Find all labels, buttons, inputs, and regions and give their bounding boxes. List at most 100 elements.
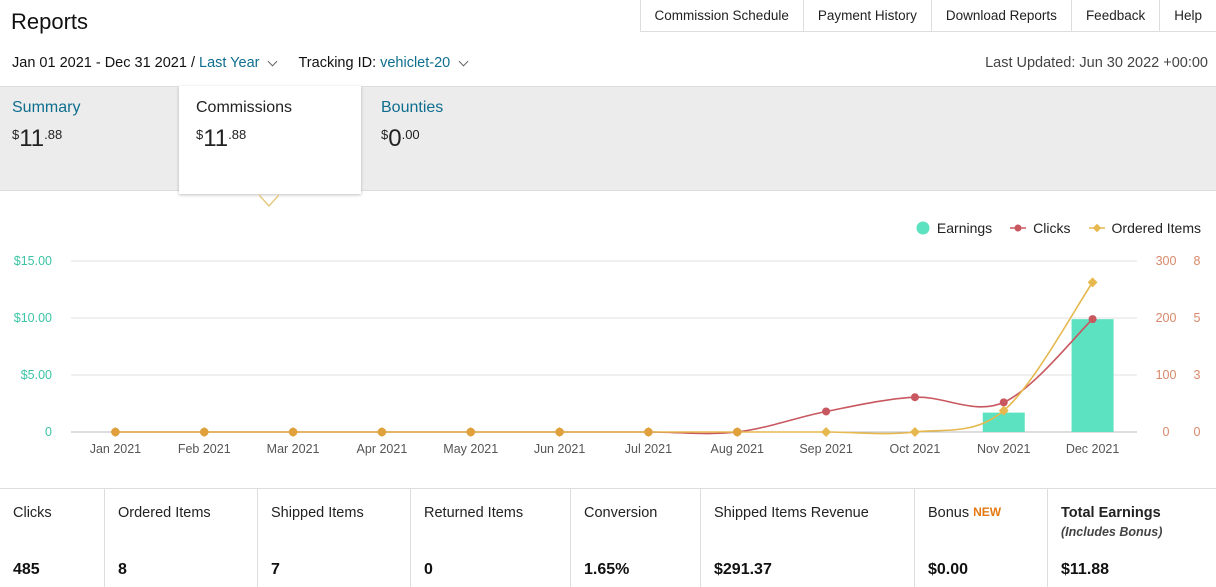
clicks-point (822, 407, 831, 416)
summary-card[interactable]: Summary $ 11 .88 (0, 86, 179, 191)
ordered-items-point (998, 405, 1009, 416)
commissions-amount: $ 11 .88 (196, 125, 361, 153)
commissions-card-title[interactable]: Commissions (196, 99, 293, 116)
stat-label: Total Earnings (1061, 505, 1161, 521)
stat-returned-items: Returned Items 0 (411, 489, 571, 587)
currency-symbol: $ (196, 127, 204, 142)
tracking-id-dropdown[interactable]: vehiclet-20 (380, 55, 451, 71)
currency-symbol: $ (381, 127, 389, 142)
commissions-card[interactable]: Commissions $ 11 .88 (179, 86, 361, 194)
x-axis-tick-label: Jan 2021 (90, 442, 141, 456)
legend-label: Ordered Items (1111, 220, 1201, 236)
amount-whole: 11 (19, 125, 45, 152)
date-preset-dropdown[interactable]: Last Year (199, 55, 260, 71)
filter-row: Jan 01 2021 - Dec 31 2021 / Last Year Tr… (12, 55, 481, 71)
chevron-down-icon[interactable] (268, 56, 278, 66)
left-axis-tick-label: 0 (45, 425, 52, 439)
legend-label: Clicks (1033, 220, 1071, 236)
stat-value: $0.00 (928, 561, 969, 578)
left-axis-tick-label: $10.00 (14, 311, 52, 325)
stat-label: Shipped Items Revenue (714, 505, 869, 521)
circle-marker-icon (916, 221, 930, 235)
amount-whole: 11 (203, 125, 229, 152)
x-axis-tick-label: Dec 2021 (1066, 442, 1120, 456)
x-axis-tick-label: Nov 2021 (977, 442, 1031, 456)
x-axis-tick-label: Mar 2021 (267, 442, 320, 456)
stat-bonus: Bonus NEW $0.00 (915, 489, 1048, 587)
earnings-chart: 0 0 0 $5.00 100 3 $10.00 200 5 $15.00 300 8 Jan 2021… (14, 254, 1201, 456)
left-axis-tick-label: $5.00 (21, 368, 52, 382)
right-axis-1-tick-label: 0 (1163, 425, 1170, 439)
tab-payment-history[interactable]: Payment History (802, 0, 931, 31)
stat-total-earnings: Total Earnings (Includes Bonus) $11.88 (1048, 489, 1216, 587)
overlap-point (555, 427, 564, 437)
stat-value: 1.65% (584, 561, 630, 578)
overlap-point (288, 427, 298, 437)
stat-value: 485 (13, 561, 40, 578)
overlap-point (199, 427, 209, 437)
stat-sublabel: (Includes Bonus) (1061, 525, 1163, 539)
legend-ordered-items[interactable]: Ordered Items (1088, 220, 1201, 236)
stat-label: Ordered Items (118, 505, 211, 521)
overlap-point (466, 427, 476, 437)
bounties-amount: $ 0 .00 (381, 125, 569, 153)
stat-value: $11.88 (1061, 561, 1110, 578)
stat-label: Clicks (13, 505, 52, 521)
stat-shipped-revenue: Shipped Items Revenue $291.37 (701, 489, 915, 587)
tab-feedback[interactable]: Feedback (1070, 0, 1160, 31)
last-updated: Last Updated: Jun 30 2022 +00:00 (985, 55, 1208, 71)
chart-legend: Earnings Clicks Ordered Items (898, 220, 1201, 236)
ordered-items-point (821, 427, 832, 437)
earnings-bar (1071, 319, 1114, 432)
x-axis-tick-label: Oct 2021 (890, 442, 941, 456)
x-axis-tick-label: Jul 2021 (625, 442, 672, 456)
left-axis-tick-label: $15.00 (14, 254, 52, 268)
line-marker-icon (1010, 224, 1027, 232)
top-nav: Commission Schedule Payment History Down… (639, 0, 1216, 32)
chevron-down-icon[interactable] (458, 56, 469, 66)
overlap-point (732, 427, 742, 437)
x-axis-tick-label: Apr 2021 (357, 442, 408, 456)
right-axis-1-tick-label: 100 (1156, 368, 1177, 382)
summary-card-title[interactable]: Summary (12, 99, 81, 116)
right-axis-2-tick-label: 3 (1194, 368, 1201, 382)
right-axis-1-tick-label: 300 (1156, 254, 1177, 268)
bounties-card[interactable]: Bounties $ 0 .00 (369, 86, 569, 191)
ordered-items-line (115, 281, 1094, 435)
tab-commission-schedule[interactable]: Commission Schedule (639, 0, 803, 31)
x-axis-tick-label: May 2021 (443, 442, 498, 456)
stat-shipped-items: Shipped Items 7 (258, 489, 411, 587)
ordered-items-point (1087, 277, 1098, 288)
bounties-card-title[interactable]: Bounties (381, 99, 444, 116)
legend-label: Earnings (936, 220, 993, 236)
date-range-text: Jan 01 2021 - Dec 31 2021 / (12, 55, 195, 71)
stat-value: $291.37 (714, 561, 772, 578)
clicks-point (910, 393, 919, 402)
amount-whole: 0 (388, 125, 402, 152)
page-title: Reports (11, 9, 89, 34)
summary-amount: $ 11 .88 (12, 125, 179, 153)
amount-cents: .00 (401, 127, 420, 142)
x-axis-tick-label: Sep 2021 (799, 442, 853, 456)
legend-earnings[interactable]: Earnings (916, 220, 992, 236)
stat-clicks: Clicks 485 (0, 489, 105, 587)
clicks-point (1088, 315, 1097, 324)
tab-help[interactable]: Help (1159, 0, 1216, 31)
x-axis-tick-label: Aug 2021 (710, 442, 764, 456)
overlap-point (644, 427, 653, 437)
ordered-items-point (909, 427, 920, 437)
overlap-point (111, 427, 120, 437)
x-axis-tick-label: Jun 2021 (534, 442, 585, 456)
right-axis-2-tick-label: 5 (1194, 311, 1201, 325)
new-badge: NEW (973, 505, 1002, 519)
stat-value: 7 (271, 561, 280, 578)
tab-download-reports[interactable]: Download Reports (930, 0, 1071, 31)
clicks-line (115, 318, 1094, 435)
tracking-id-label: Tracking ID: (298, 55, 377, 71)
stat-value: 8 (118, 561, 127, 578)
bonus-label: Bonus (928, 505, 970, 521)
clicks-point (999, 398, 1008, 407)
legend-clicks[interactable]: Clicks (1010, 220, 1071, 236)
right-axis-1-tick-label: 200 (1156, 311, 1177, 325)
x-axis-tick-label: Feb 2021 (178, 442, 231, 456)
